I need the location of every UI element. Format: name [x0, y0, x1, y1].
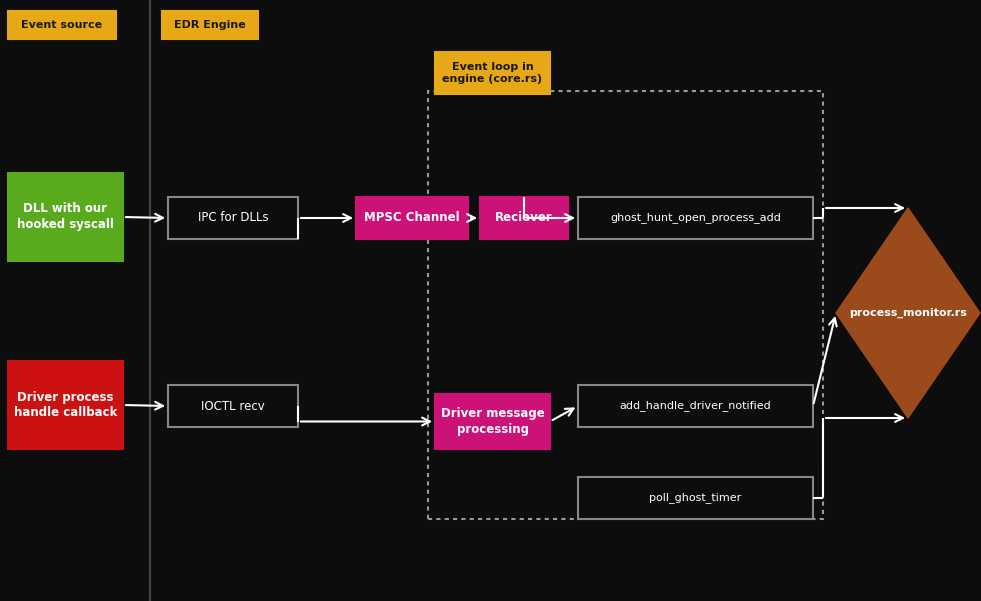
Text: add_handle_driver_notified: add_handle_driver_notified	[620, 400, 771, 412]
Text: DLL with our
hooked syscall: DLL with our hooked syscall	[17, 203, 114, 231]
FancyBboxPatch shape	[578, 477, 813, 519]
Text: Driver message
processing: Driver message processing	[440, 407, 544, 436]
Text: Event loop in
engine (core.rs): Event loop in engine (core.rs)	[442, 62, 542, 84]
FancyBboxPatch shape	[8, 361, 123, 449]
FancyBboxPatch shape	[8, 11, 116, 39]
FancyBboxPatch shape	[168, 385, 298, 427]
FancyBboxPatch shape	[480, 197, 568, 239]
Text: EDR Engine: EDR Engine	[174, 20, 246, 30]
FancyBboxPatch shape	[356, 197, 468, 239]
FancyBboxPatch shape	[435, 52, 550, 94]
Text: Reciever: Reciever	[495, 212, 553, 225]
Text: Event source: Event source	[22, 20, 103, 30]
Text: IOCTL recv: IOCTL recv	[201, 400, 265, 412]
Text: MPSC Channel: MPSC Channel	[364, 212, 460, 225]
Text: ghost_hunt_open_process_add: ghost_hunt_open_process_add	[610, 213, 781, 224]
Text: Driver process
handle callback: Driver process handle callback	[14, 391, 117, 419]
FancyBboxPatch shape	[162, 11, 258, 39]
Text: process_monitor.rs: process_monitor.rs	[850, 308, 967, 318]
FancyBboxPatch shape	[578, 385, 813, 427]
FancyBboxPatch shape	[435, 394, 550, 449]
Text: poll_ghost_timer: poll_ghost_timer	[649, 493, 742, 504]
FancyBboxPatch shape	[168, 197, 298, 239]
Polygon shape	[836, 208, 980, 418]
Text: IPC for DLLs: IPC for DLLs	[198, 212, 269, 225]
FancyBboxPatch shape	[578, 197, 813, 239]
FancyBboxPatch shape	[8, 173, 123, 261]
